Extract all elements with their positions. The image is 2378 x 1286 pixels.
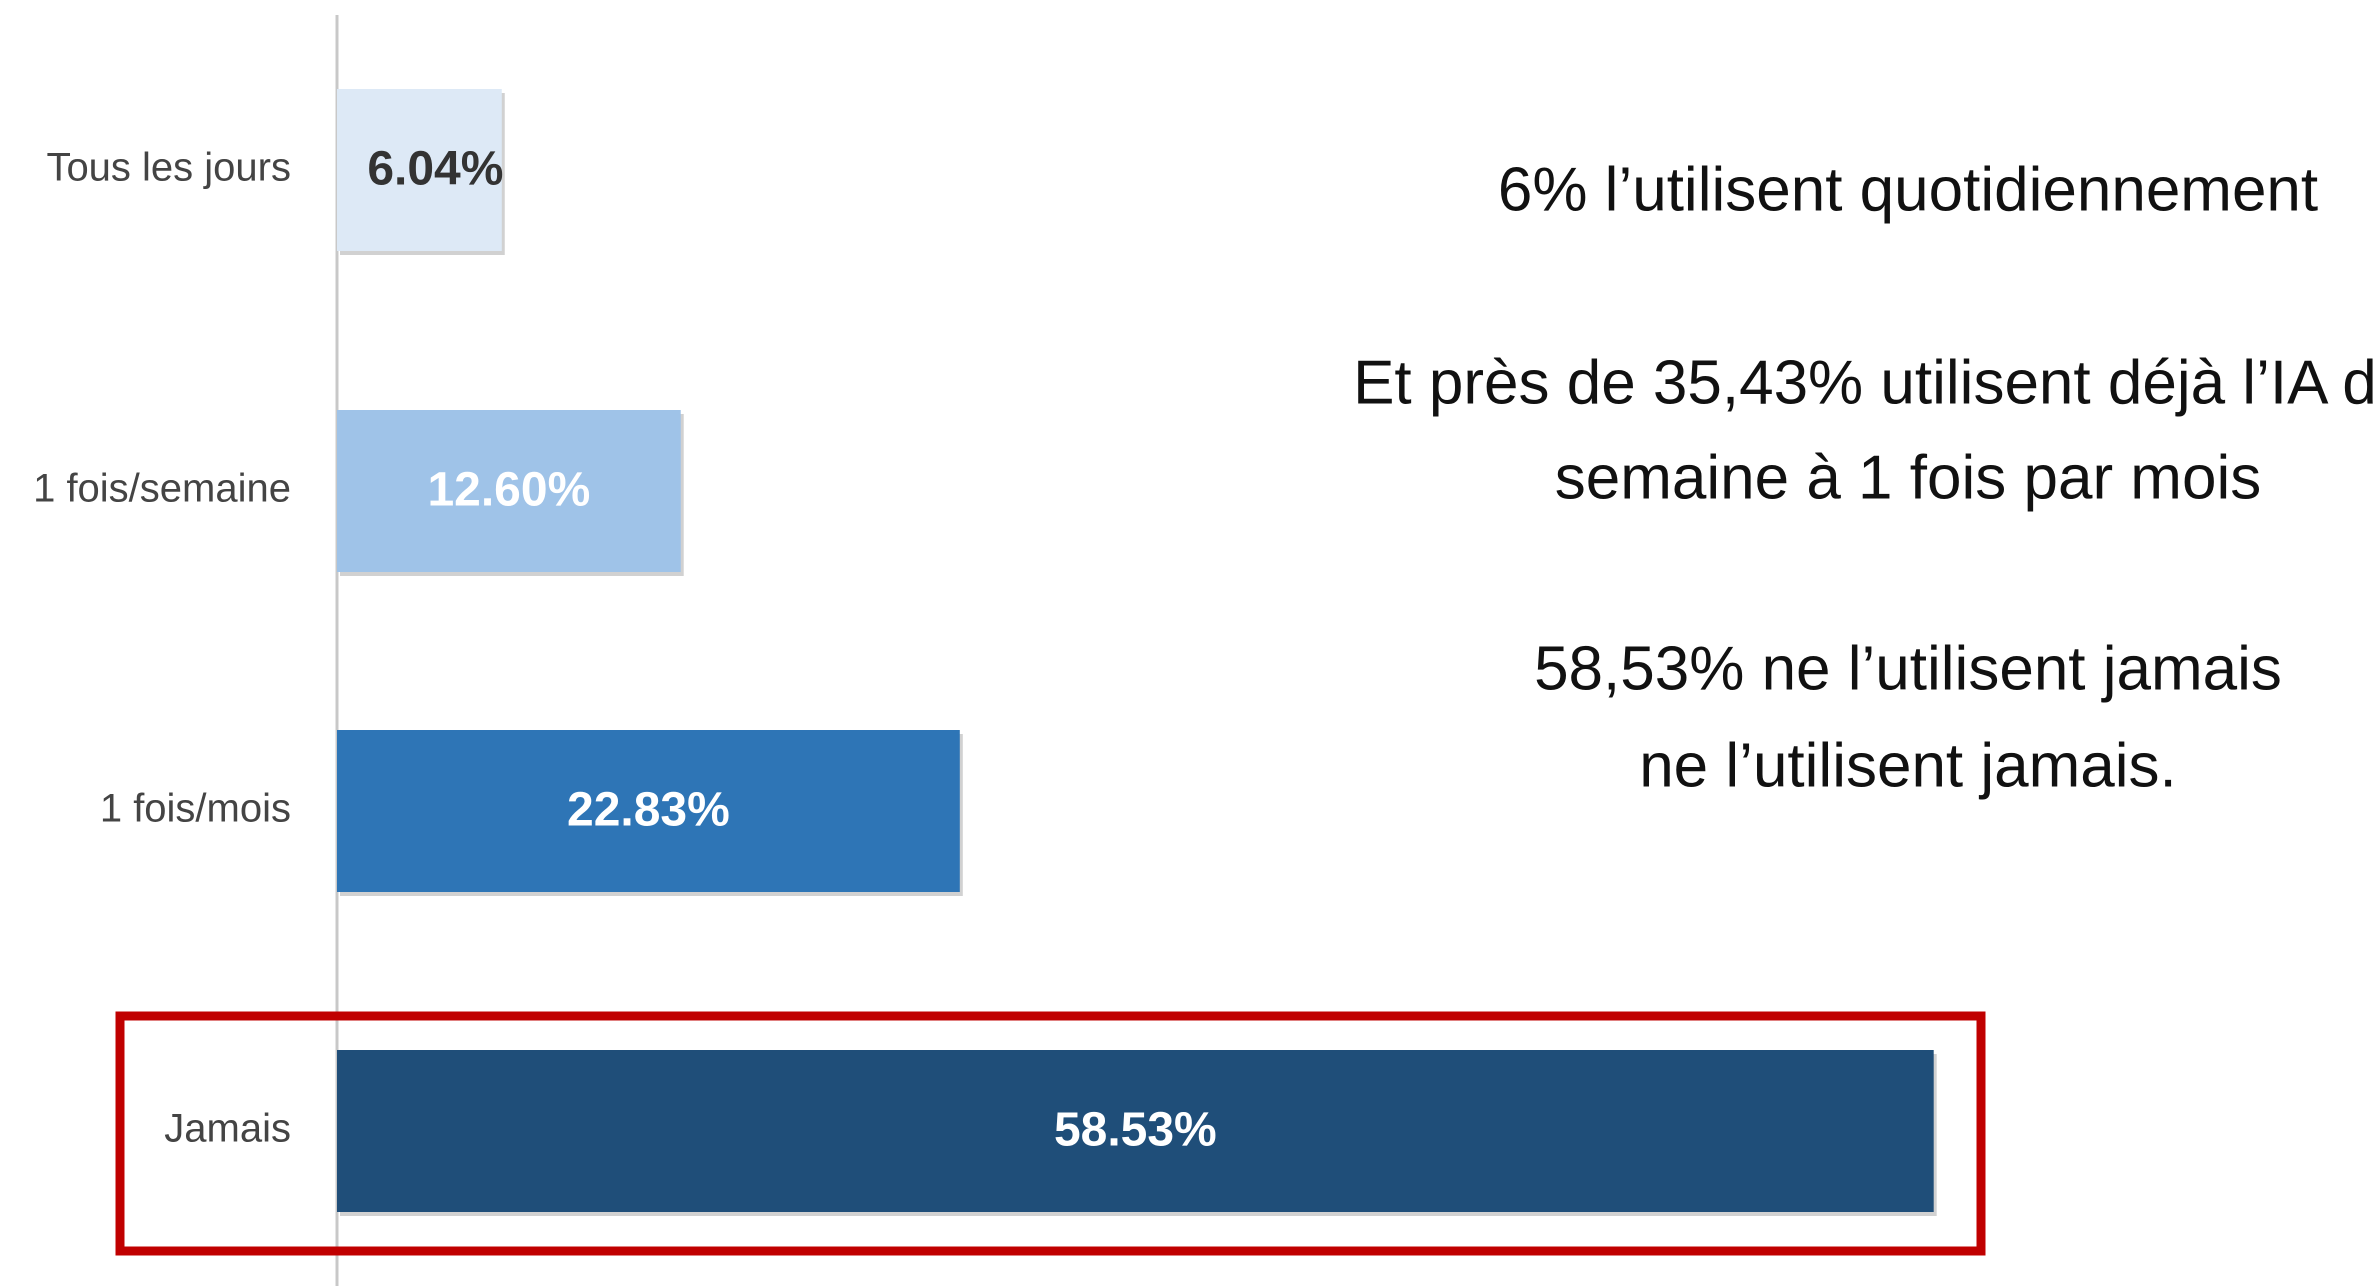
category-label: 1 fois/mois <box>100 787 291 831</box>
category-label: Tous les jours <box>46 146 291 190</box>
value-label: 12.60% <box>427 464 590 517</box>
annotation: semaine à 1 fois par mois <box>1555 443 2261 512</box>
annotation: 58,53% ne l’utilisent jamais <box>1534 634 2282 703</box>
highlight-box <box>115 1011 1986 1256</box>
value-label: 6.04% <box>367 143 503 196</box>
category-label: 1 fois/semaine <box>33 467 291 511</box>
category-label: Jamais <box>164 1107 291 1151</box>
value-label: 22.83% <box>567 784 730 837</box>
value-label: 58.53% <box>1054 1104 1217 1157</box>
bar <box>337 89 502 251</box>
bar <box>337 1050 1934 1212</box>
annotation: ne l’utilisent jamais. <box>1639 731 2177 800</box>
annotation: Et près de 35,43% utilisent déjà l’IA de… <box>1353 348 2378 417</box>
annotation: 6% l’utilisent quotidiennement <box>1498 155 2318 224</box>
bar <box>337 730 960 892</box>
bar <box>337 410 681 572</box>
